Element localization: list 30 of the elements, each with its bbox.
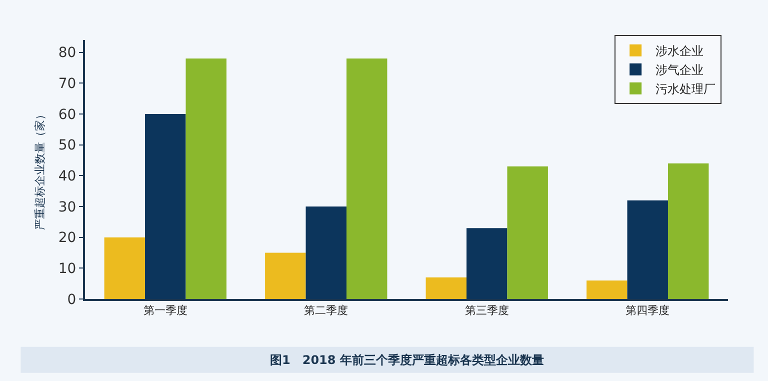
y-tick-label: 50 — [58, 138, 76, 154]
bar — [586, 280, 628, 299]
y-tick-label: 80 — [58, 45, 76, 62]
bar — [668, 163, 709, 299]
x-tick-label: 第二季度 — [304, 304, 348, 318]
bar — [145, 114, 186, 299]
y-tick-label: 0 — [67, 292, 76, 308]
y-tick-label: 70 — [58, 76, 76, 92]
y-tick-label: 60 — [58, 106, 76, 123]
bar — [265, 252, 306, 299]
bar — [627, 200, 668, 299]
bar — [104, 237, 146, 299]
bar — [426, 277, 467, 299]
bar — [186, 58, 226, 299]
bar — [306, 206, 346, 299]
legend-label: 涉气企业 — [656, 63, 704, 77]
text: 图1 2018 年前三个季度严重超标各类型企业数量 — [270, 353, 544, 367]
x-tick-label: 第三季度 — [464, 304, 509, 318]
y-tick-label: 10 — [58, 261, 76, 278]
legend-label: 污水处理厂 — [656, 82, 716, 96]
bar — [466, 228, 508, 299]
legend-label: 涉水企业 — [656, 44, 704, 58]
x-tick-label: 第一季度 — [143, 304, 188, 318]
y-tick-label: 40 — [58, 168, 76, 185]
bar — [507, 166, 548, 299]
x-tick-label: 第四季度 — [626, 304, 670, 318]
bar — [346, 58, 388, 299]
y-tick-label: 20 — [58, 230, 76, 246]
y-axis-title: 严重超标企业数量（家） — [34, 109, 47, 230]
y-tick-label: 30 — [58, 199, 76, 216]
